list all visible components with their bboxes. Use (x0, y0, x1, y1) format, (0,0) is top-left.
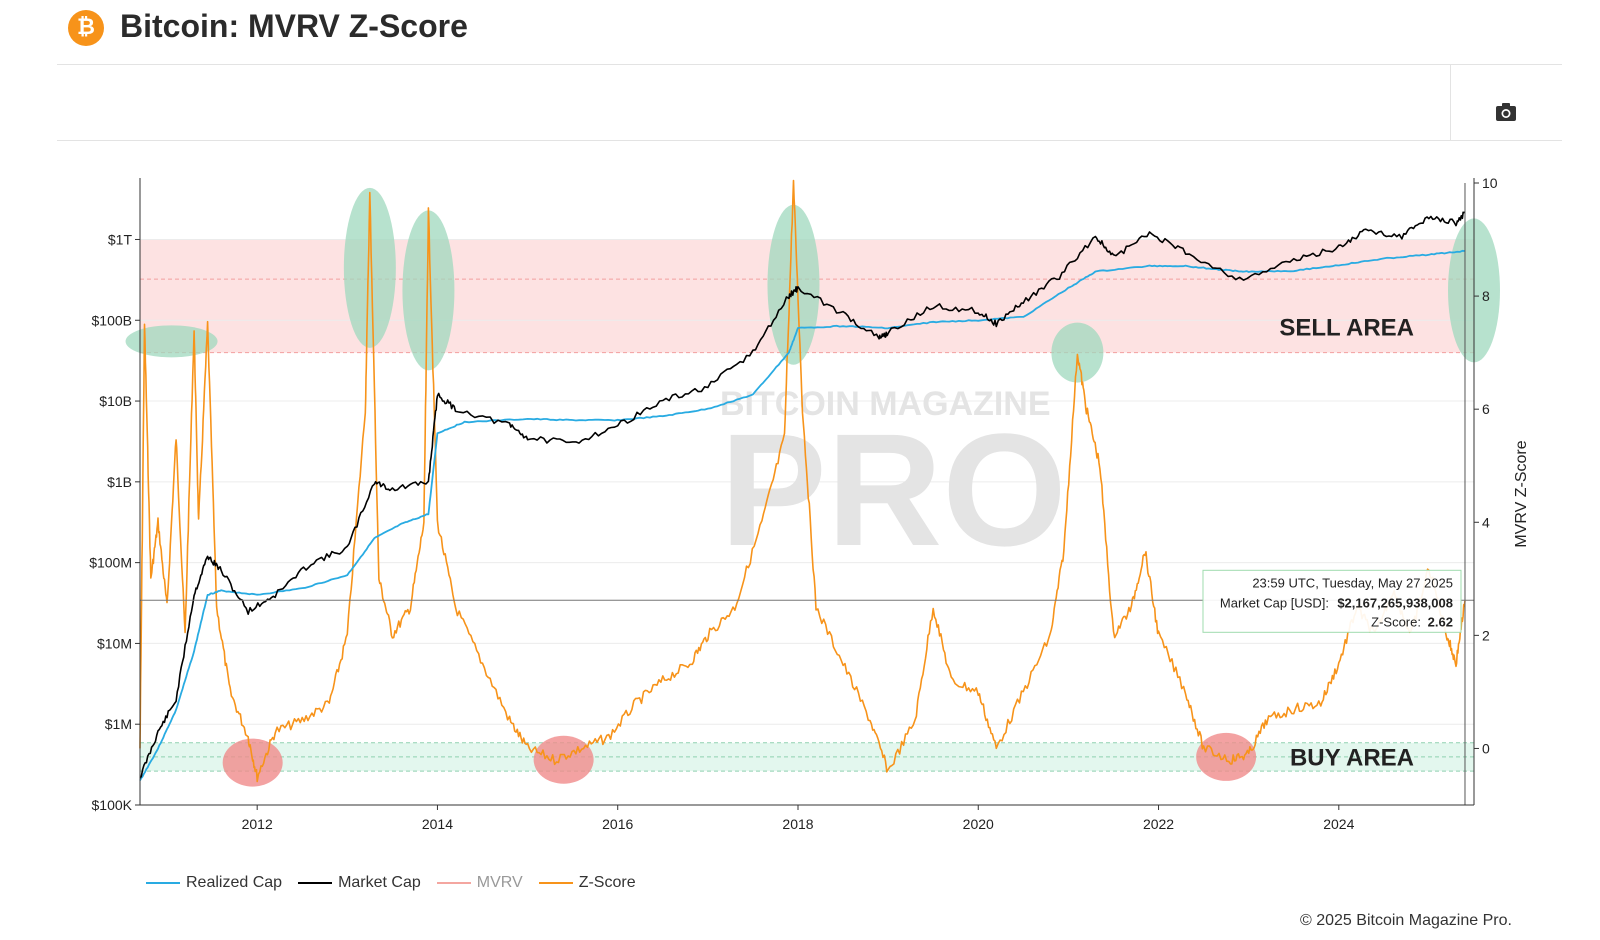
y-right-tick-label: 4 (1482, 514, 1490, 530)
legend-label: Z-Score (578, 874, 636, 891)
tooltip-market-cap-value: $2,167,265,938,008 (1337, 595, 1453, 610)
cycle-top-highlight (343, 187, 396, 348)
y-right-axis-title: MVRV Z-Score (1513, 440, 1530, 547)
watermark-text: PRO (720, 400, 1067, 579)
y-left-tick-label: $1B (107, 474, 132, 490)
y-right-tick-label: 8 (1482, 288, 1490, 304)
legend-swatch (436, 882, 471, 884)
tooltip-timestamp: 23:59 UTC, Tuesday, May 27 2025 (1252, 575, 1453, 590)
camera-icon[interactable] (1494, 100, 1518, 124)
page-title: Bitcoin: MVRV Z-Score (120, 8, 468, 44)
toolbar-divider-bottom (57, 140, 1562, 141)
cycle-bottom-highlight (533, 735, 594, 784)
cycle-top-highlight (402, 210, 455, 371)
buy-area-label: BUY AREA (1290, 744, 1414, 771)
legend-swatch (298, 882, 333, 884)
y-right-tick-label: 6 (1482, 401, 1490, 417)
legend-swatch (146, 882, 180, 884)
legend-item-market-cap[interactable]: Market Cap (298, 874, 421, 892)
x-tick-label: 2024 (1323, 816, 1354, 832)
legend-item-z-score[interactable]: Z-Score (538, 874, 636, 892)
market-cap-line (139, 211, 1466, 779)
y-left-tick-label: $1M (105, 716, 132, 732)
x-tick-label: 2014 (422, 816, 453, 832)
y-right-tick-label: 2 (1482, 627, 1490, 643)
x-tick-label: 2012 (242, 816, 273, 832)
tooltip-zscore-value: 2.62 (1428, 614, 1453, 629)
sell-area-label: SELL AREA (1279, 315, 1414, 342)
legend: Realized Cap Market Cap MVRV Z-Score (146, 872, 652, 894)
x-tick-label: 2020 (963, 816, 994, 832)
cycle-top-highlight (767, 204, 820, 365)
copyright: © 2025 Bitcoin Magazine Pro. (1300, 912, 1512, 929)
bitcoin-logo-icon: ₿ (68, 10, 104, 46)
legend-swatch (538, 882, 573, 884)
header-divider (57, 64, 1562, 65)
tooltip-box (1202, 569, 1462, 633)
tooltip-zscore-label: Z-Score: (1371, 614, 1421, 629)
toolbar-divider (1450, 64, 1451, 140)
zscore-line (139, 179, 1466, 783)
cycle-top-highlight (125, 325, 218, 358)
legend-item-mvrv[interactable]: MVRV (436, 874, 523, 892)
realized-cap-line (139, 249, 1466, 781)
y-right-tick-label: 10 (1482, 175, 1498, 191)
header: ₿ Bitcoin: MVRV Z-Score (0, 0, 1600, 60)
cycle-bottom-highlight (222, 738, 283, 787)
y-left-tick-label: $10B (99, 393, 132, 409)
legend-label: Market Cap (338, 874, 421, 891)
x-tick-label: 2022 (1143, 816, 1174, 832)
y-right-tick-label: 0 (1482, 740, 1490, 756)
x-tick-label: 2016 (602, 816, 633, 832)
y-left-tick-label: $100M (89, 555, 132, 571)
tooltip-market-cap-label: Market Cap [USD]: (1220, 595, 1329, 610)
cycle-top-highlight (1051, 322, 1104, 383)
watermark-text: BITCOIN MAGAZINE (720, 385, 1051, 423)
legend-label: MVRV (476, 874, 523, 891)
y-left-tick-label: $100K (92, 797, 133, 813)
y-left-tick-label: $10M (97, 635, 132, 651)
y-left-tick-label: $100B (92, 312, 132, 328)
legend-item-realized-cap[interactable]: Realized Cap (146, 874, 282, 892)
legend-label: Realized Cap (186, 874, 283, 891)
x-tick-label: 2018 (782, 816, 813, 832)
y-left-tick-label: $1T (108, 231, 133, 247)
